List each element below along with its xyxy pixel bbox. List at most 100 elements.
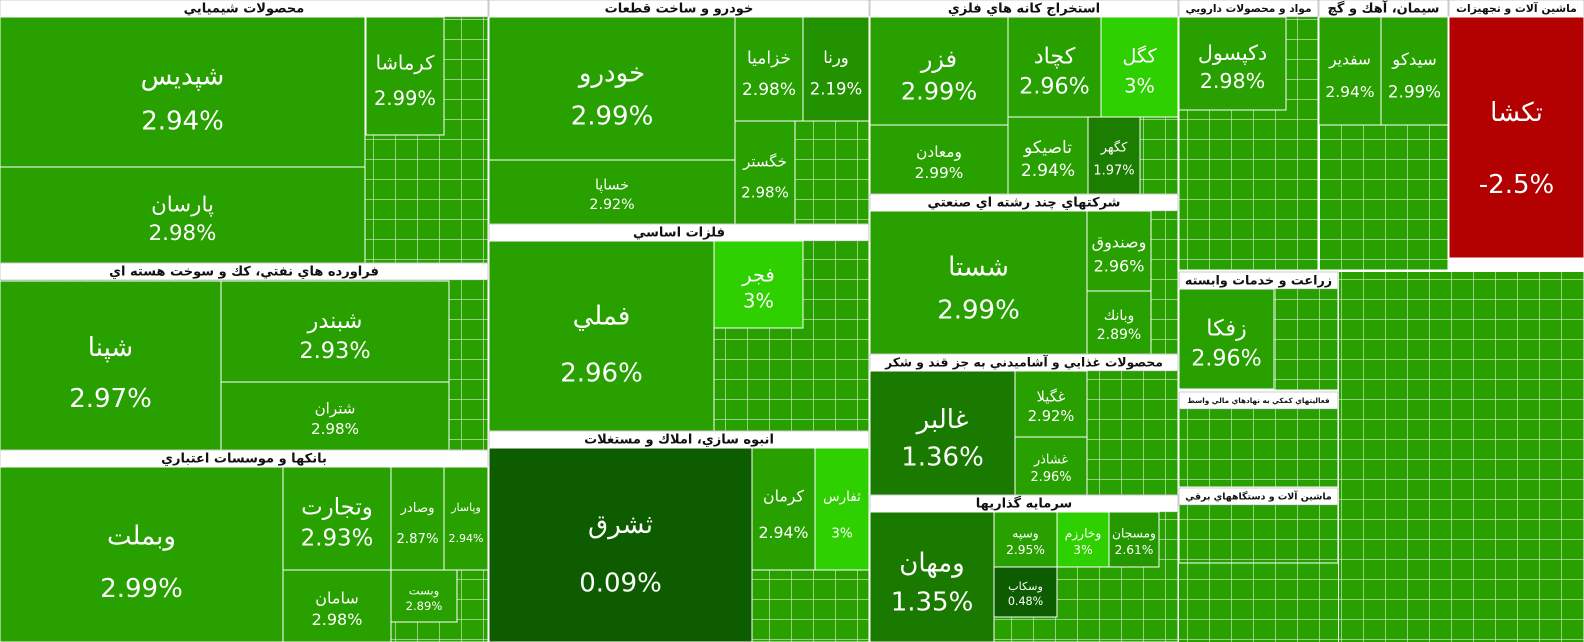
sector-title: زراعت و خدمات وابسته	[1185, 273, 1332, 288]
tile-name: وصادر	[400, 501, 435, 516]
tile-name: ثفارس	[823, 489, 861, 505]
tile-name: زفكا	[1206, 316, 1246, 342]
stock-tile	[1318, 16, 1382, 126]
stock-tile	[869, 16, 1009, 126]
stock-tile	[220, 381, 450, 451]
tile-change: 2.96%	[1191, 346, 1262, 372]
stock-tile	[0, 166, 366, 264]
sector-title: فلزات اساسي	[633, 226, 725, 241]
tile-change: 2.19%	[810, 79, 862, 98]
tile-change: 2.99%	[1388, 82, 1441, 102]
tile-name: وخارزم	[1065, 527, 1102, 542]
stock-tile	[1100, 16, 1179, 118]
sector-title: سرمايه گذاريها	[976, 496, 1072, 512]
tile-name: پارسان	[151, 192, 214, 217]
tile-name: تكشا	[1490, 98, 1543, 128]
tile-name: خگستر	[742, 153, 787, 171]
tile-name: فملي	[573, 302, 631, 332]
tile-change: 2.94%	[1021, 161, 1075, 181]
tile-change: 2.99%	[100, 574, 183, 604]
tile-change: 2.95%	[1006, 543, 1045, 557]
tile-change: 2.97%	[69, 384, 152, 414]
tile-name: خزاميا	[747, 49, 791, 69]
tile-change: 0.09%	[579, 568, 662, 598]
stock-tile	[1087, 116, 1141, 195]
tile-name: تاصيكو	[1023, 138, 1072, 158]
tile-change: -2.5%	[1479, 170, 1554, 200]
tile-name: ورنا	[823, 48, 849, 68]
stock-tile	[390, 466, 445, 571]
tile-change: 3%	[1073, 543, 1092, 557]
sector-title: بانكها و موسسات اعتباري	[161, 452, 327, 467]
stock-tile	[1007, 16, 1102, 118]
tile-name: دكپسول	[1198, 41, 1267, 65]
tile-change: 3%	[1124, 75, 1155, 98]
stock-tile	[0, 280, 222, 451]
tile-name: ومهان	[899, 549, 964, 579]
tile-change: 2.98%	[149, 221, 217, 246]
tile-change: 2.96%	[1019, 74, 1090, 100]
sector-title: استخراج كانه هاي فلزي	[948, 2, 1100, 17]
tile-change: 2.99%	[571, 102, 654, 132]
tile-name: غگيلا	[1037, 387, 1066, 405]
sector-header	[0, 262, 489, 281]
tile-change: 2.89%	[1097, 327, 1141, 343]
tile-name: وتجارت	[301, 495, 373, 521]
stock-tile	[814, 447, 870, 571]
tile-name: شستا	[948, 253, 1009, 283]
stock-tile	[488, 159, 736, 225]
tile-name: غشاذر	[1033, 453, 1068, 468]
tile-name: خساپا	[595, 178, 629, 194]
stock-tile	[1014, 436, 1088, 496]
tile-name: ومسجان	[1112, 527, 1156, 542]
tile-change: 2.98%	[311, 420, 359, 438]
tile-change: 2.94%	[449, 532, 484, 545]
sector-title: فراورده هاي نفتي، كك و سوخت هسته اي	[109, 265, 379, 280]
tile-change: 2.96%	[560, 359, 643, 389]
stock-tile	[734, 16, 804, 122]
stock-tile	[751, 447, 816, 571]
stock-tile	[488, 240, 715, 432]
stock-tile	[1178, 288, 1275, 390]
tile-name: كچاد	[1034, 44, 1076, 70]
stock-tile	[443, 466, 489, 571]
sector-title: سيمان، آهك و گچ	[1328, 0, 1440, 17]
tile-change: 2.99%	[901, 78, 977, 106]
tile-change: 2.98%	[742, 80, 796, 100]
stock-tile	[390, 569, 458, 623]
tile-change: 2.99%	[915, 164, 964, 182]
tile-change: 1.97%	[1093, 163, 1134, 178]
tile-change: 2.94%	[141, 107, 224, 137]
tile-name: وبملت	[107, 522, 176, 552]
stock-tile	[0, 16, 366, 168]
tile-change: 2.99%	[374, 87, 436, 110]
tile-name: كرمان	[763, 486, 804, 506]
tile-change: 2.94%	[758, 523, 808, 542]
tile-name: وصندوق	[1092, 233, 1147, 253]
stock-tile	[488, 447, 753, 642]
sector-title: فعاليتهاي كمكي به نهادهاي مالي واسط	[1187, 396, 1329, 405]
tile-change: 3%	[831, 525, 853, 541]
stock-tile	[0, 466, 284, 642]
tile-change: 2.93%	[299, 338, 370, 364]
tile-name: سفدير	[1328, 51, 1371, 69]
stock-tile	[1086, 290, 1152, 355]
tile-name: فزر	[920, 45, 957, 73]
tile-name: ثشرق	[588, 510, 653, 540]
stock-tile	[1178, 16, 1287, 111]
tile-name: شبندر	[307, 308, 363, 334]
tile-name: كگهر	[1100, 139, 1128, 155]
stock-tile	[488, 16, 736, 161]
tile-name: كگل	[1122, 45, 1157, 68]
stock-tile	[802, 16, 870, 122]
tile-change: 2.92%	[589, 197, 634, 213]
stock-tile	[1056, 511, 1110, 568]
tile-change: 2.96%	[1031, 470, 1072, 485]
tile-name: سامان	[315, 588, 358, 607]
stock-tile	[993, 566, 1058, 618]
tile-name: وسكاب	[1008, 580, 1043, 593]
tile-name: وپاسار	[450, 501, 481, 514]
stock-tile	[1448, 16, 1584, 259]
tile-change: 2.61%	[1115, 543, 1154, 557]
